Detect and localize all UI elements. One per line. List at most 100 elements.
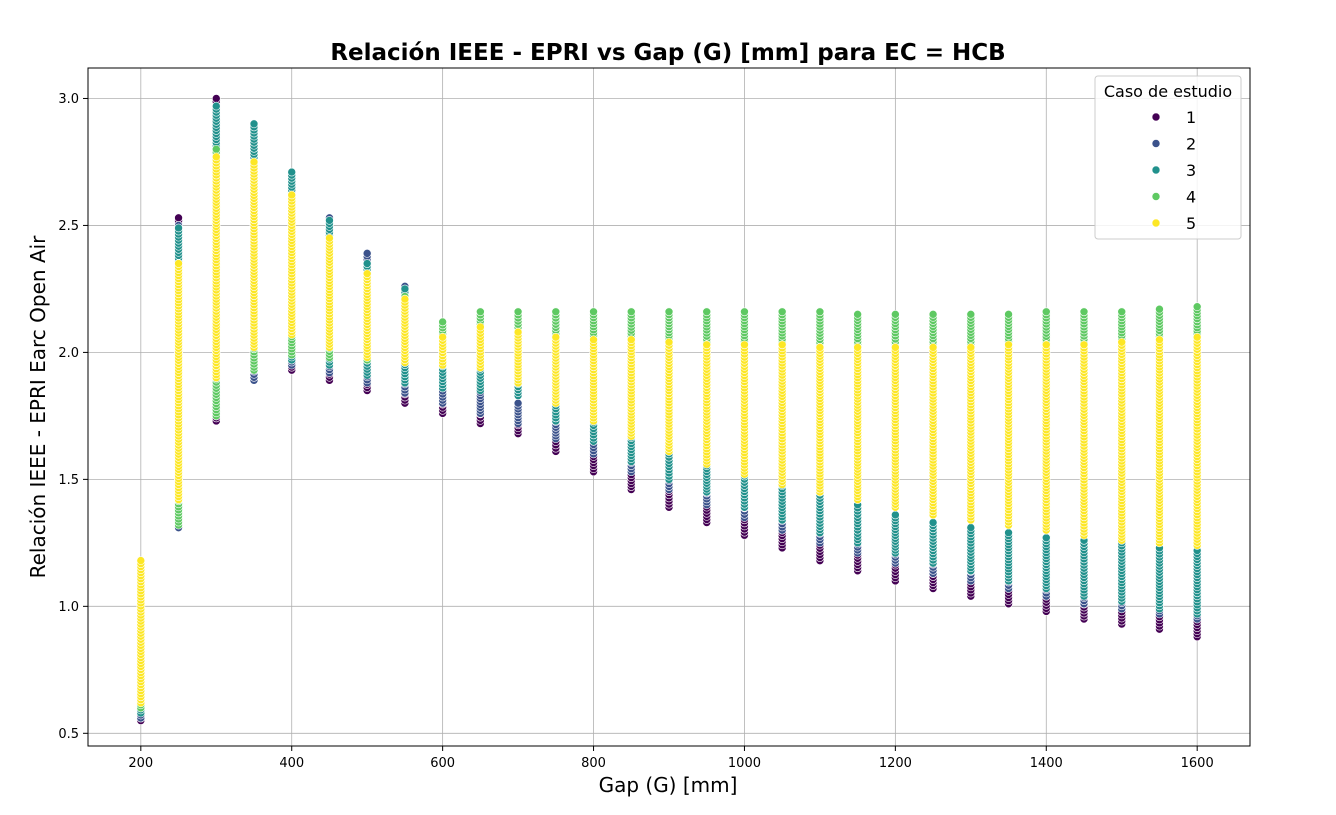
- data-point: [853, 310, 862, 319]
- data-point: [438, 332, 447, 342]
- data-point: [211, 101, 221, 111]
- data-point: [664, 337, 674, 347]
- data-point: [1004, 310, 1013, 319]
- x-axis-label: Gap (G) [mm]: [599, 773, 738, 797]
- data-point: [513, 398, 523, 408]
- data-point: [513, 307, 523, 317]
- data-point: [362, 249, 372, 258]
- legend-title: Caso de estudio: [1104, 82, 1232, 101]
- y-tick-label: 2.5: [58, 219, 79, 234]
- legend-entry-2[interactable]: 2: [1151, 135, 1196, 154]
- legend-marker: [1151, 218, 1161, 228]
- data-point: [702, 307, 712, 317]
- legend-entry-4[interactable]: 4: [1151, 188, 1196, 207]
- data-point: [551, 307, 561, 317]
- x-tick-label: 1400: [1030, 756, 1063, 771]
- data-point: [325, 233, 334, 243]
- data-point: [1004, 340, 1013, 350]
- legend-marker: [1151, 139, 1161, 148]
- data-point: [740, 307, 749, 317]
- legend-label: 3: [1186, 161, 1196, 180]
- legend-label: 5: [1186, 214, 1196, 233]
- data-point: [362, 259, 372, 268]
- data-point: [174, 259, 183, 268]
- x-tick-label: 600: [430, 756, 455, 771]
- y-tick-label: 0.5: [58, 727, 79, 742]
- data-point: [1079, 307, 1089, 317]
- data-point: [777, 340, 787, 350]
- data-point: [1041, 340, 1051, 350]
- data-point: [1117, 337, 1127, 347]
- legend-label: 1: [1186, 108, 1196, 127]
- data-point: [400, 294, 410, 304]
- data-point: [777, 307, 787, 317]
- data-point: [513, 327, 523, 337]
- data-point: [740, 340, 749, 350]
- data-point: [589, 307, 598, 317]
- legend-label: 4: [1186, 188, 1196, 207]
- legend-box: [1094, 75, 1242, 240]
- data-point: [891, 343, 900, 352]
- data-points: [136, 94, 1202, 725]
- data-point: [815, 307, 825, 317]
- legend-entries: 1 2 3 4 5: [1151, 108, 1196, 233]
- data-point: [325, 216, 334, 225]
- legend-label: 2: [1186, 135, 1196, 154]
- data-point: [1155, 335, 1164, 345]
- data-point: [211, 152, 221, 162]
- data-point: [966, 343, 976, 352]
- x-tick-label: 400: [279, 756, 304, 771]
- x-tick-label: 200: [128, 756, 153, 771]
- data-point: [966, 310, 976, 319]
- axis-ticks: 200 400 600 800 1000 1200 1400 16000.51.01.52.0…: [58, 92, 1213, 771]
- data-point: [287, 167, 297, 177]
- data-point: [249, 157, 259, 167]
- plot-frame: [87, 67, 1251, 747]
- data-point: [891, 510, 900, 520]
- data-point: [928, 343, 938, 352]
- data-point: [1155, 304, 1164, 314]
- data-point: [928, 310, 938, 319]
- series-5: [136, 152, 1202, 708]
- x-tick-label: 1600: [1181, 756, 1214, 771]
- data-point: [891, 310, 900, 319]
- data-point: [664, 307, 674, 317]
- legend[interactable]: Caso de estudio 1 2 3 4 5: [1094, 75, 1242, 240]
- data-point: [211, 144, 221, 154]
- data-point: [815, 343, 825, 352]
- data-point: [1117, 307, 1127, 317]
- data-point: [626, 335, 636, 345]
- data-point: [362, 269, 372, 278]
- data-point: [1079, 340, 1089, 350]
- data-point: [211, 94, 221, 103]
- data-point: [174, 223, 183, 233]
- y-axis-label: Relación IEEE - EPRI Earc Open Air: [26, 235, 50, 579]
- legend-entry-3[interactable]: 3: [1151, 161, 1196, 180]
- data-point: [853, 343, 862, 352]
- data-point: [136, 556, 146, 565]
- legend-entry-5[interactable]: 5: [1151, 214, 1196, 233]
- data-point: [966, 523, 976, 532]
- y-tick-label: 3.0: [58, 92, 79, 107]
- data-point: [1041, 307, 1051, 317]
- data-point: [1041, 533, 1051, 543]
- data-point: [702, 340, 712, 350]
- x-tick-label: 1000: [728, 756, 761, 771]
- legend-marker: [1151, 112, 1161, 122]
- data-point: [287, 190, 297, 200]
- legend-entry-1[interactable]: 1: [1151, 108, 1196, 127]
- data-point: [1192, 302, 1202, 311]
- y-tick-label: 1.0: [58, 600, 79, 615]
- data-point: [476, 307, 485, 317]
- data-point: [589, 335, 598, 345]
- legend-marker: [1151, 165, 1161, 175]
- data-point: [551, 332, 561, 342]
- data-point: [476, 322, 485, 332]
- data-point: [1192, 332, 1202, 342]
- data-point: [174, 213, 183, 223]
- data-point: [400, 284, 410, 294]
- data-point: [249, 119, 259, 129]
- data-point: [928, 518, 938, 527]
- data-point: [626, 307, 636, 317]
